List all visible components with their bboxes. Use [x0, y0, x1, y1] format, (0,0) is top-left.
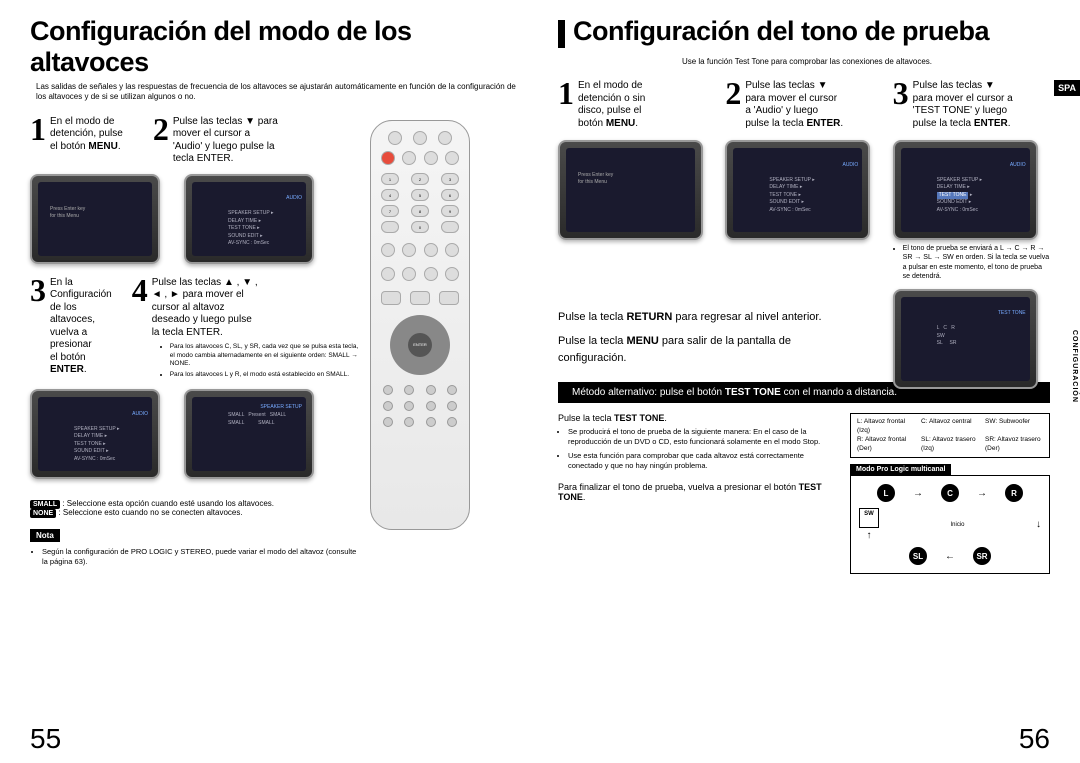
nota-label: Nota [30, 529, 60, 542]
speaker-L-icon: L [877, 484, 895, 502]
speaker-R-icon: R [1005, 484, 1023, 502]
right-title: Configuración del tono de prueba [573, 16, 989, 47]
step-1: 1 En el modo de detención o sin disco, p… [558, 77, 715, 130]
mode-label: Modo Pro Logic multicanal [850, 464, 951, 475]
remote-button [413, 131, 427, 145]
tv-screen: AUDIO SPEAKER SETUP ▸ DELAY TIME ▸ TEST … [893, 140, 1038, 240]
page-55: Configuración del modo de los altavoces … [0, 0, 540, 763]
tv-screen: AUDIO SPEAKER SETUP ▸ DELAY TIME ▸ TEST … [184, 174, 314, 264]
speaker-legend: L: Altavoz frontal (Izq) C: Altavoz cent… [850, 413, 1050, 458]
step-3: 3 En la Configuración de los altavoces, … [30, 274, 112, 377]
step-1: 1 En el modo de detención, pulse el botó… [30, 113, 123, 154]
menu-info: Pulse la tecla MENU para salir de la pan… [558, 333, 858, 366]
left-intro: Las salidas de señales y las respuestas … [30, 82, 522, 103]
tv-screen: AUDIO SPEAKER SETUP ▸ DELAY TIME ▸ TEST … [725, 140, 870, 240]
speaker-SL-icon: SL [909, 547, 927, 565]
right-intro: Use la función Test Tone para comprobar … [558, 57, 1050, 67]
page-number: 56 [1019, 723, 1050, 755]
remote-dpad [390, 315, 450, 375]
remote-control: 123 456 789 0 [370, 120, 470, 530]
config-side-label: CONFIGURACIÓN [1071, 330, 1078, 403]
nota-text: Según la configuración de PRO LOGIC y ST… [42, 547, 360, 567]
tv-screen: Press Enter key for this Menu [30, 174, 160, 264]
remote-button [388, 131, 402, 145]
page-56: Configuración del tono de prueba Use la … [540, 0, 1080, 763]
step-2: 2 Pulse las teclas ▼ para mover el curso… [153, 113, 278, 166]
press-test-tone: Pulse la tecla TEST TONE. [558, 413, 836, 423]
speaker-diagram: L → C → R SW ↑ Inicio ↓ [850, 475, 1050, 574]
speaker-C-icon: C [941, 484, 959, 502]
tv-screen: TEST TONE L C RSWSL SR [893, 289, 1038, 389]
small-none-options: SMALL : Seleccione esta opción cuando es… [30, 499, 360, 517]
tv-screen: Press Enter key for this Menu [558, 140, 703, 240]
tv-screen: SPEAKER SETUP SMALL Present SMALL SMALL … [184, 389, 314, 479]
step-3: 3 Pulse las teclas ▼ para mover el curso… [893, 77, 1050, 130]
return-info: Pulse la tecla RETURN para regresar al n… [558, 309, 858, 326]
step-4: 4 Pulse las teclas ▲ , ▼ , ◄ , ► para mo… [132, 274, 360, 381]
finish-text: Para finalizar el tono de prueba, vuelva… [558, 482, 836, 502]
step-2: 2 Pulse las teclas ▼ para mover el curso… [725, 77, 882, 130]
speaker-SR-icon: SR [973, 547, 991, 565]
remote-button [438, 131, 452, 145]
left-title: Configuración del modo de los altavoces [30, 16, 522, 78]
tv-screen: AUDIO SPEAKER SETUP ▸ DELAY TIME ▸ TEST … [30, 389, 160, 479]
speaker-SW-icon: SW [859, 508, 879, 528]
page-number: 55 [30, 723, 61, 755]
spa-tab: SPA [1054, 80, 1080, 96]
